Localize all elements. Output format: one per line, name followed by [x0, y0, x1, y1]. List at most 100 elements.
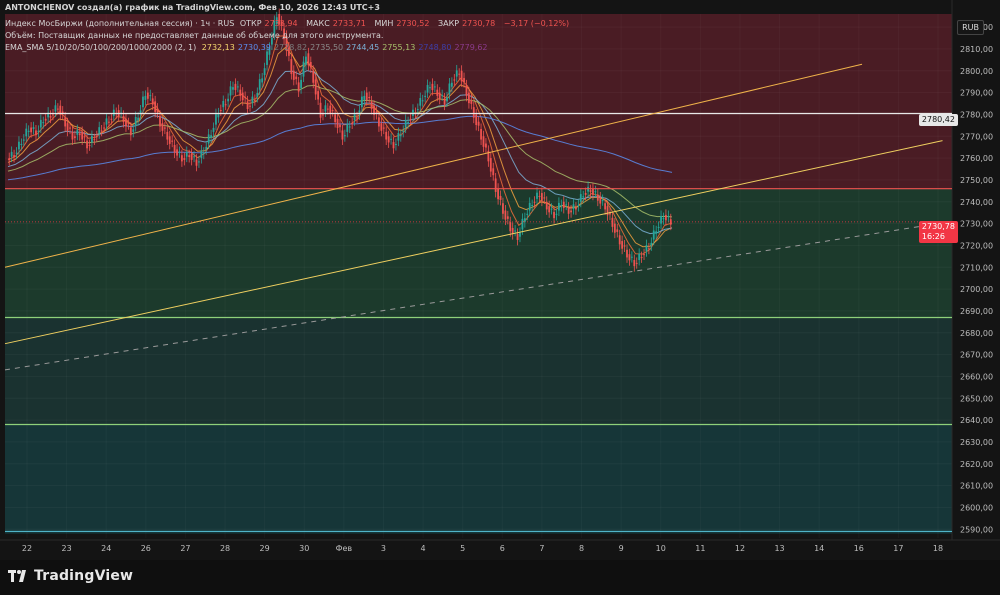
candle-body [468, 92, 470, 104]
candle-body [555, 213, 558, 215]
candle-body [526, 213, 529, 215]
candle-body [163, 127, 166, 129]
candle-body [69, 127, 71, 129]
candle-body [190, 153, 193, 160]
candle-body [176, 149, 178, 156]
candle-body [110, 118, 113, 120]
candle-body [146, 92, 149, 99]
candle-body [589, 190, 592, 192]
candle-body [453, 79, 456, 81]
tradingview-logo-text: TradingView [34, 568, 134, 584]
candle-body [108, 121, 110, 123]
x-tick-label: 12 [735, 544, 745, 553]
candle-body [592, 188, 594, 195]
candle-body [438, 92, 441, 99]
candle-body [613, 223, 616, 233]
candle-body [351, 123, 354, 125]
y-tick-label: 2610,00 [960, 482, 993, 491]
ohlc-low: МИН 2730,52 [374, 19, 430, 28]
candle-body [365, 92, 368, 101]
ema-value: 2730,39 [237, 43, 271, 52]
ema-value: 2748,80 [418, 43, 452, 52]
tradingview-logo[interactable]: TradingView [8, 568, 133, 584]
candle-body [630, 256, 633, 258]
candle-body [390, 138, 392, 140]
candle-body [545, 201, 548, 210]
ohlc-open: ОТКР 2733,94 [239, 19, 298, 28]
candle-body [275, 17, 278, 25]
candle-body [59, 105, 62, 115]
candle-body [431, 83, 434, 91]
candle-body [302, 61, 305, 77]
candle-body [450, 82, 453, 87]
candle-body [295, 76, 298, 80]
chart-attribution: ANTONCHENOV создал(а) график на TradingV… [5, 3, 380, 12]
candle-body [156, 108, 159, 113]
candle-body [30, 127, 33, 133]
candle-body [188, 155, 191, 158]
candle-body [207, 134, 210, 144]
candle-body [159, 115, 161, 127]
candle-body [268, 47, 271, 55]
candle-body [565, 204, 568, 206]
price-chart[interactable]: 22 23 24 26 27 28 29 30 Фев 3 4 5 6 7 8 9 10 11 12 13 14 16 17… [0, 0, 1000, 560]
candle-body [419, 98, 422, 106]
candle-body [56, 108, 59, 110]
tradingview-logo-icon [8, 570, 30, 582]
candle-body [151, 98, 154, 105]
candle-body [212, 127, 215, 132]
candle-body [380, 123, 383, 131]
candle-body [652, 230, 655, 240]
candle-body [392, 142, 395, 149]
candle-body [363, 95, 366, 100]
currency-selector[interactable]: RUB [957, 20, 984, 35]
candle-body [572, 204, 575, 210]
y-tick-label: 2670,00 [960, 351, 993, 360]
candle-body [20, 143, 23, 145]
candle-body [129, 127, 132, 136]
candle-body [88, 145, 91, 146]
candle-body [314, 79, 317, 95]
x-tick-label: 6 [500, 544, 505, 553]
candle-body [198, 161, 200, 163]
candle-body [538, 195, 541, 197]
candle-body [582, 196, 585, 198]
x-tick-label: 14 [814, 544, 824, 553]
candle-body [105, 118, 108, 125]
candle-body [64, 117, 67, 127]
candle-body [54, 105, 57, 112]
ema-values: 2732,13 2730,39 2728,82 2735,50 2744,45 2755,… [202, 43, 491, 52]
candle-body [15, 152, 18, 154]
ema-value: 2755,13 [382, 43, 416, 52]
candle-body [239, 89, 242, 96]
candle-body [127, 123, 130, 125]
x-tick-label: 30 [299, 544, 309, 553]
candle-body [416, 108, 419, 111]
candle-body [217, 113, 220, 118]
candle-body [523, 218, 526, 223]
candle-body [280, 21, 283, 26]
x-tick-label: 17 [893, 544, 903, 553]
candle-body [234, 83, 237, 91]
candle-body [144, 95, 147, 100]
ema-legend[interactable]: EMA_SMA 5/10/20/50/100/200/1000/2000 (2,… [5, 43, 494, 53]
candle-body [640, 257, 643, 259]
candle-body [601, 199, 604, 201]
candle-body [52, 114, 54, 116]
candle-body [497, 188, 499, 200]
y-tick-label: 2750,00 [960, 176, 993, 185]
candle-body [433, 86, 436, 88]
ema-line [7, 84, 673, 218]
candle-body [399, 135, 402, 137]
candle-body [487, 150, 490, 162]
x-tick-label: 11 [695, 544, 705, 553]
candle-body [638, 253, 641, 260]
candle-body [519, 232, 521, 237]
candle-body [76, 130, 79, 135]
candle-body [521, 218, 524, 230]
candle-body [669, 219, 672, 225]
x-tick-label: 8 [579, 544, 584, 553]
candle-body [358, 110, 361, 115]
symbol-legend[interactable]: Индекс МосБиржи (дополнительная сессия) … [5, 19, 572, 29]
candle-body [584, 193, 587, 195]
